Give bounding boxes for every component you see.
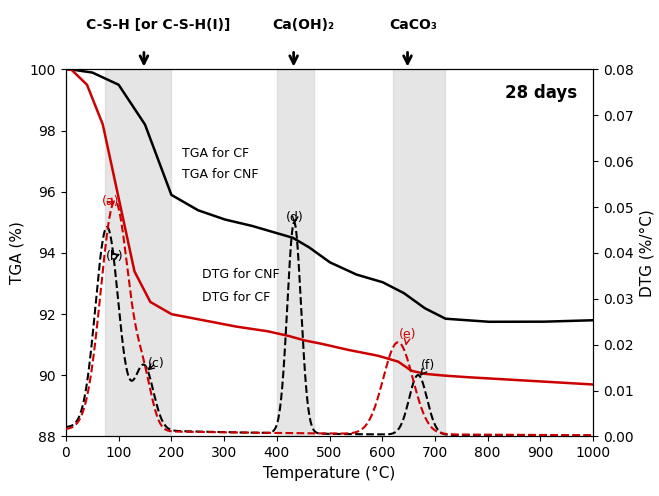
Text: (c): (c): [148, 357, 164, 370]
Text: (e): (e): [399, 328, 416, 344]
X-axis label: Temperature (°C): Temperature (°C): [264, 466, 395, 481]
Text: CaCO₃: CaCO₃: [389, 18, 438, 32]
Text: TGA for CNF: TGA for CNF: [182, 169, 258, 182]
Text: C-S-H [or C-S-H(I)]: C-S-H [or C-S-H(I)]: [86, 18, 230, 32]
Text: (a): (a): [101, 195, 119, 208]
Bar: [393, 69, 445, 436]
Text: TGA for CF: TGA for CF: [182, 147, 249, 160]
Text: (b): (b): [105, 250, 123, 263]
Bar: [277, 69, 314, 436]
Text: 28 days: 28 days: [505, 84, 577, 102]
Y-axis label: TGA (%): TGA (%): [9, 222, 24, 284]
Text: DTG for CNF: DTG for CNF: [202, 268, 279, 281]
Text: (d): (d): [286, 211, 304, 224]
Text: Ca(OH)₂: Ca(OH)₂: [272, 18, 334, 32]
Y-axis label: DTG (%/°C): DTG (%/°C): [639, 209, 654, 297]
Text: (f): (f): [421, 359, 436, 375]
Text: DTG for CF: DTG for CF: [202, 291, 270, 304]
Bar: [105, 69, 171, 436]
